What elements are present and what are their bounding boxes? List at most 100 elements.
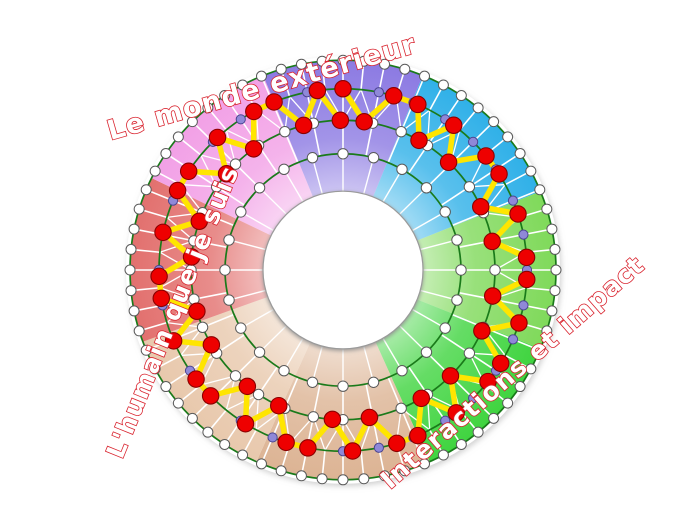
spoke-line (311, 345, 323, 383)
spoke-line (420, 289, 458, 301)
node-red (334, 80, 352, 98)
node-white (253, 346, 266, 358)
node-outer (437, 449, 449, 461)
node-white (395, 402, 407, 415)
node-white (420, 346, 433, 358)
node-outer (419, 70, 431, 82)
node-red (477, 147, 495, 165)
node-red (236, 414, 255, 433)
node-purple (507, 334, 519, 345)
node-white (455, 264, 467, 276)
node-white (396, 163, 408, 176)
sector-pink (151, 75, 314, 236)
node-outer (219, 438, 231, 450)
node-red (441, 367, 460, 385)
spoke-line (259, 187, 287, 215)
node-outer (472, 426, 484, 438)
node-red (190, 212, 209, 231)
node-red (510, 314, 528, 332)
node-red (277, 433, 295, 452)
node-outer (125, 243, 137, 255)
node-white (439, 322, 451, 334)
node-outer (172, 131, 184, 143)
node-outer (455, 90, 467, 102)
node-red (355, 112, 373, 131)
node-white (463, 181, 476, 193)
node-outer (472, 102, 484, 114)
node-red (154, 223, 172, 242)
spoke-line (259, 325, 287, 353)
spoke-line (420, 239, 458, 251)
node-outer (502, 397, 514, 409)
node-white (439, 206, 451, 218)
spoke-line (283, 337, 304, 372)
node-outer (202, 426, 214, 438)
spoke-line (426, 110, 431, 146)
node-white (278, 163, 290, 176)
node-outer (275, 63, 287, 75)
node-purple (468, 393, 479, 404)
node-red (410, 131, 428, 150)
spoke-line (399, 187, 427, 215)
node-white (306, 376, 319, 388)
node-outer (541, 325, 553, 337)
node-white (229, 370, 242, 382)
node-white (451, 234, 463, 246)
node-outer (275, 465, 287, 477)
spoke-line (228, 289, 266, 301)
node-red (308, 81, 327, 100)
node-purple (507, 195, 519, 206)
node-white (420, 182, 433, 194)
node-red (168, 181, 187, 200)
node-purple (518, 300, 529, 311)
spoke-line (469, 183, 506, 188)
node-red (473, 322, 491, 340)
spoke-line (283, 168, 304, 203)
node-red (217, 165, 236, 183)
node-outer (379, 470, 391, 482)
node-red (208, 128, 227, 147)
node-red (412, 389, 431, 408)
node-outer (140, 344, 152, 356)
spoke-line (400, 109, 431, 133)
node-white (337, 380, 349, 392)
spoke-line (311, 157, 323, 195)
node-red (150, 267, 168, 286)
node-red (265, 93, 283, 111)
node-white (223, 294, 235, 306)
node-white (367, 152, 380, 164)
node-outer (255, 70, 267, 82)
node-outer (128, 223, 140, 235)
spoke-line (399, 325, 427, 353)
node-red (447, 404, 466, 422)
network-nodes (124, 54, 562, 486)
node-outer (455, 438, 467, 450)
node-red (483, 287, 502, 305)
node-white (229, 158, 242, 170)
node-red (444, 116, 463, 135)
node-white (337, 148, 349, 160)
node-outer (399, 465, 411, 477)
spoke-line (382, 168, 403, 203)
node-outer (525, 165, 537, 177)
node-outer (186, 116, 198, 128)
inner-hole (262, 190, 424, 350)
node-red (188, 302, 206, 321)
node-outer (337, 474, 349, 486)
node-outer (502, 131, 514, 143)
node-red (331, 111, 350, 130)
spoke-line (225, 393, 259, 411)
node-outer (140, 184, 152, 196)
highlight-path-line (156, 86, 530, 454)
node-outer (202, 102, 214, 114)
node-red (187, 370, 205, 388)
node-outer (541, 203, 553, 215)
node-white (210, 181, 223, 193)
node-red (323, 410, 342, 429)
node-purple (518, 229, 529, 240)
node-outer (514, 147, 526, 159)
node-red (384, 87, 403, 105)
node-red (245, 102, 263, 121)
